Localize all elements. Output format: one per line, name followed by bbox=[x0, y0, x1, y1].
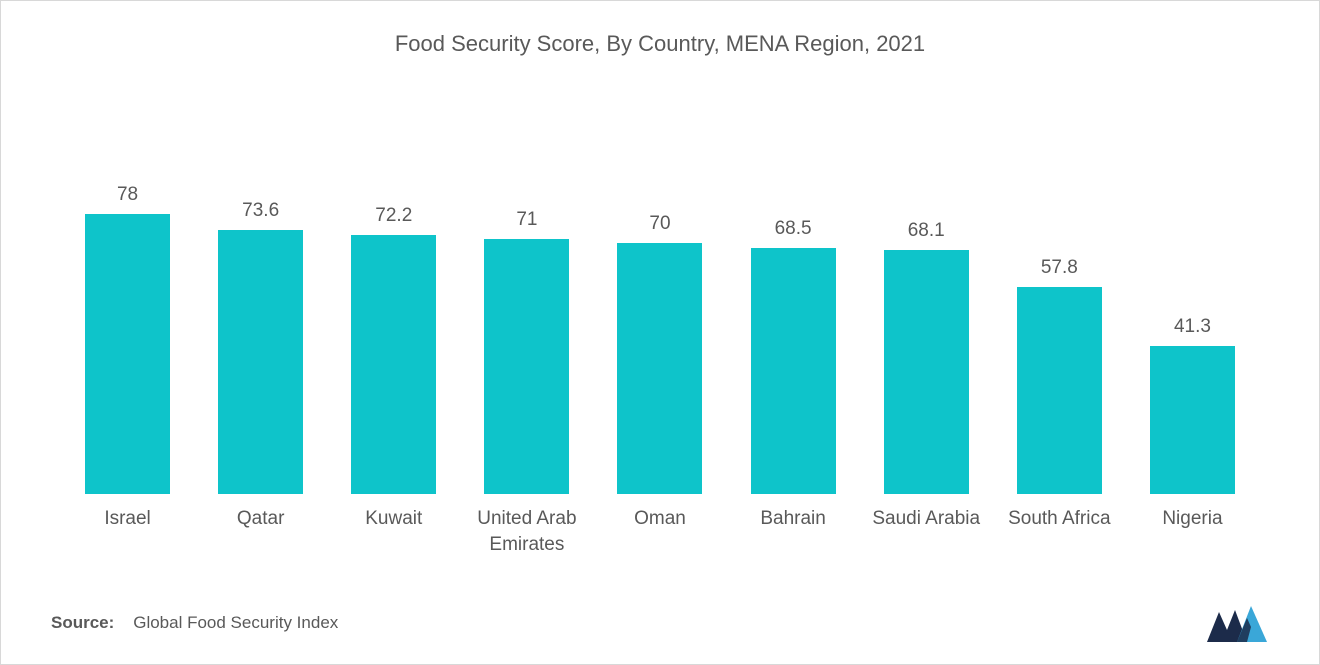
chart-container: Food Security Score, By Country, MENA Re… bbox=[0, 0, 1320, 665]
bar-group: 68.1 bbox=[860, 92, 993, 494]
x-axis-labels: IsraelQatarKuwaitUnited Arab EmiratesOma… bbox=[51, 494, 1269, 584]
x-axis-label: United Arab Emirates bbox=[460, 506, 593, 584]
bar bbox=[1017, 287, 1102, 494]
bar-value-label: 72.2 bbox=[375, 205, 412, 227]
bar bbox=[1150, 346, 1235, 494]
bar-value-label: 73.6 bbox=[242, 200, 279, 222]
brand-logo bbox=[1205, 602, 1269, 644]
x-axis-label: Israel bbox=[61, 506, 194, 584]
bar-group: 78 bbox=[61, 92, 194, 494]
bar bbox=[351, 235, 436, 494]
plot-area: 78 73.6 72.2 71 70 68.5 68.1 57.8 41.3 bbox=[51, 92, 1269, 494]
bar-value-label: 57.8 bbox=[1041, 257, 1078, 279]
bar-group: 57.8 bbox=[993, 92, 1126, 494]
bar bbox=[484, 239, 569, 494]
mordor-logo-icon bbox=[1205, 602, 1269, 644]
source-label: Source: bbox=[51, 613, 114, 632]
bar-value-label: 71 bbox=[516, 209, 537, 231]
bar-group: 68.5 bbox=[727, 92, 860, 494]
source-value: Global Food Security Index bbox=[133, 613, 338, 632]
chart-title: Food Security Score, By Country, MENA Re… bbox=[51, 31, 1269, 57]
bar-value-label: 68.5 bbox=[775, 218, 812, 240]
bar-value-label: 78 bbox=[117, 184, 138, 206]
x-axis-label: Qatar bbox=[194, 506, 327, 584]
bar bbox=[884, 250, 969, 494]
bar-group: 70 bbox=[593, 92, 726, 494]
bar-group: 72.2 bbox=[327, 92, 460, 494]
source-line: Source: Global Food Security Index bbox=[51, 584, 1269, 644]
bar-value-label: 68.1 bbox=[908, 220, 945, 242]
bar bbox=[751, 248, 836, 494]
bar bbox=[617, 243, 702, 494]
bar-group: 71 bbox=[460, 92, 593, 494]
bar-value-label: 41.3 bbox=[1174, 316, 1211, 338]
x-axis-label: Bahrain bbox=[727, 506, 860, 584]
x-axis-label: Oman bbox=[593, 506, 726, 584]
bar bbox=[85, 214, 170, 494]
bar-group: 41.3 bbox=[1126, 92, 1259, 494]
bar-group: 73.6 bbox=[194, 92, 327, 494]
x-axis-label: Saudi Arabia bbox=[860, 506, 993, 584]
x-axis-label: South Africa bbox=[993, 506, 1126, 584]
bar bbox=[218, 230, 303, 494]
bar-value-label: 70 bbox=[649, 213, 670, 235]
x-axis-label: Nigeria bbox=[1126, 506, 1259, 584]
x-axis-label: Kuwait bbox=[327, 506, 460, 584]
source-text: Source: Global Food Security Index bbox=[51, 613, 338, 633]
